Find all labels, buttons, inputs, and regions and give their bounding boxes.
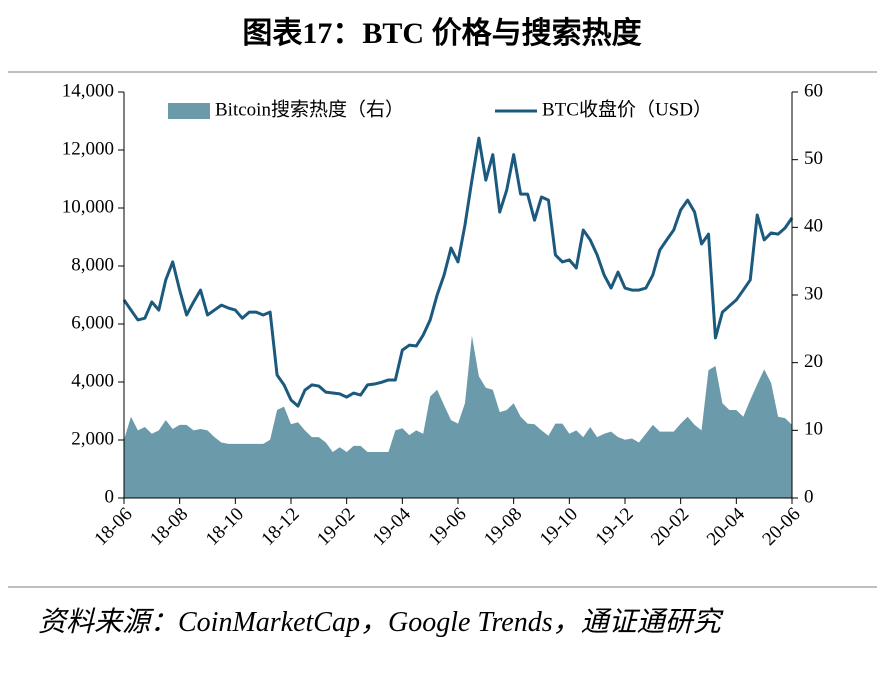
x-tick-label: 18-12 xyxy=(257,504,303,550)
y2-tick-label: 60 xyxy=(804,80,823,101)
y2-tick-label: 10 xyxy=(804,419,823,440)
search-area xyxy=(124,335,792,498)
chart-title: 图表17：BTC 价格与搜索热度 xyxy=(242,17,641,50)
y-tick-label: 10,000 xyxy=(62,196,114,217)
legend-label: Bitcoin搜索热度（右） xyxy=(215,98,404,120)
y2-tick-label: 30 xyxy=(804,283,823,304)
y-tick-label: 8,000 xyxy=(71,254,114,275)
price-line xyxy=(122,136,794,408)
x-tick-label: 19-04 xyxy=(369,503,416,550)
x-tick-label: 20-04 xyxy=(703,503,750,550)
legend-swatch xyxy=(168,103,210,119)
y-tick-label: 0 xyxy=(105,486,115,507)
x-tick-label: 19-02 xyxy=(313,504,359,550)
x-tick-label: 19-10 xyxy=(536,504,582,550)
y-tick-label: 14,000 xyxy=(62,80,114,101)
source-note: 资料来源：CoinMarketCap，Google Trends，通证通研究 xyxy=(38,607,721,638)
x-tick-label: 18-10 xyxy=(202,504,248,550)
y2-tick-label: 20 xyxy=(804,351,823,372)
y2-tick-label: 50 xyxy=(804,148,823,169)
y2-tick-label: 0 xyxy=(804,486,814,507)
y-tick-label: 4,000 xyxy=(71,370,114,391)
x-tick-label: 20-06 xyxy=(758,504,804,550)
x-tick-label: 18-08 xyxy=(146,504,192,550)
chart: 图表17：BTC 价格与搜索热度 0 2,000 4,000 6,000 8,000 10… xyxy=(8,17,877,588)
x-tick-label: 19-08 xyxy=(480,504,526,550)
x-tick-label: 18-06 xyxy=(90,504,136,550)
y-tick-label: 2,000 xyxy=(71,428,114,449)
x-tick-label: 20-02 xyxy=(647,504,693,550)
y-tick-label: 12,000 xyxy=(62,138,114,159)
x-tick-label: 19-12 xyxy=(591,504,637,550)
y2-tick-label: 40 xyxy=(804,216,823,237)
x-tick-label: 19-06 xyxy=(424,504,470,550)
y-tick-label: 6,000 xyxy=(71,312,114,333)
legend-label: BTC收盘价（USD） xyxy=(542,98,712,120)
